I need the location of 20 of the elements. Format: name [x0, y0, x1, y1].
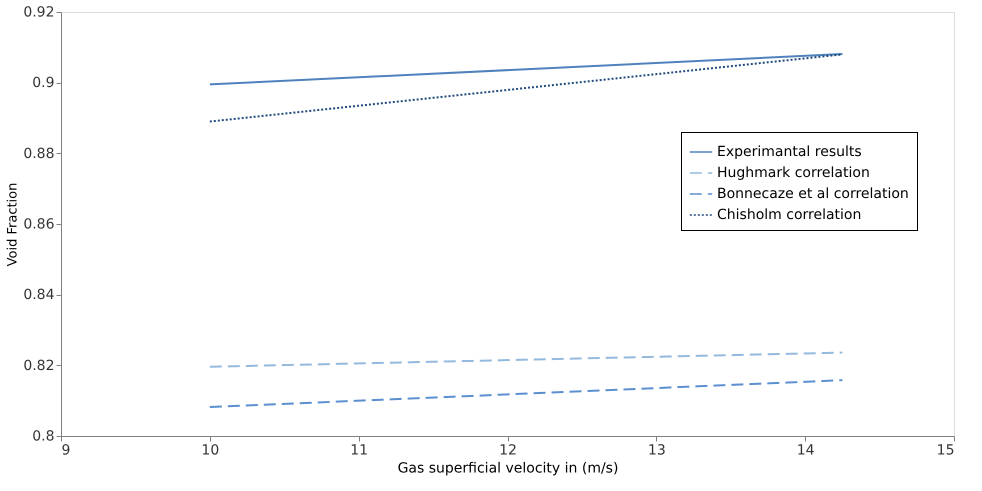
y-axis-title: Void Fraction — [5, 182, 20, 266]
y-tick-label: 0.84 — [23, 287, 55, 304]
legend-label: Chisholm correlation — [717, 207, 862, 223]
x-tick-label: 9 — [62, 442, 70, 458]
legend-label: Hughmark correlation — [717, 165, 870, 181]
x-tick-label: 13 — [648, 442, 666, 458]
legend-label: Bonnecaze et al correlation — [717, 186, 909, 202]
y-tick-label: 0.82 — [23, 358, 54, 374]
x-tick-label: 11 — [350, 442, 368, 458]
legend-label: Experimantal results — [717, 144, 862, 160]
x-axis-title: Gas superficial velocity in (m/s) — [398, 460, 618, 476]
y-tick-label: 0.9 — [32, 75, 54, 92]
y-tick-label: 0.86 — [23, 216, 55, 232]
x-tick-label: 15 — [936, 442, 954, 458]
x-tick-label: 14 — [796, 442, 815, 458]
y-tick-label: 0.88 — [23, 146, 54, 162]
y-tick-label: 0.92 — [23, 4, 54, 20]
y-tick-label: 0.8 — [32, 428, 54, 444]
x-tick-label: 12 — [499, 442, 517, 458]
x-tick-label: 10 — [201, 442, 220, 458]
